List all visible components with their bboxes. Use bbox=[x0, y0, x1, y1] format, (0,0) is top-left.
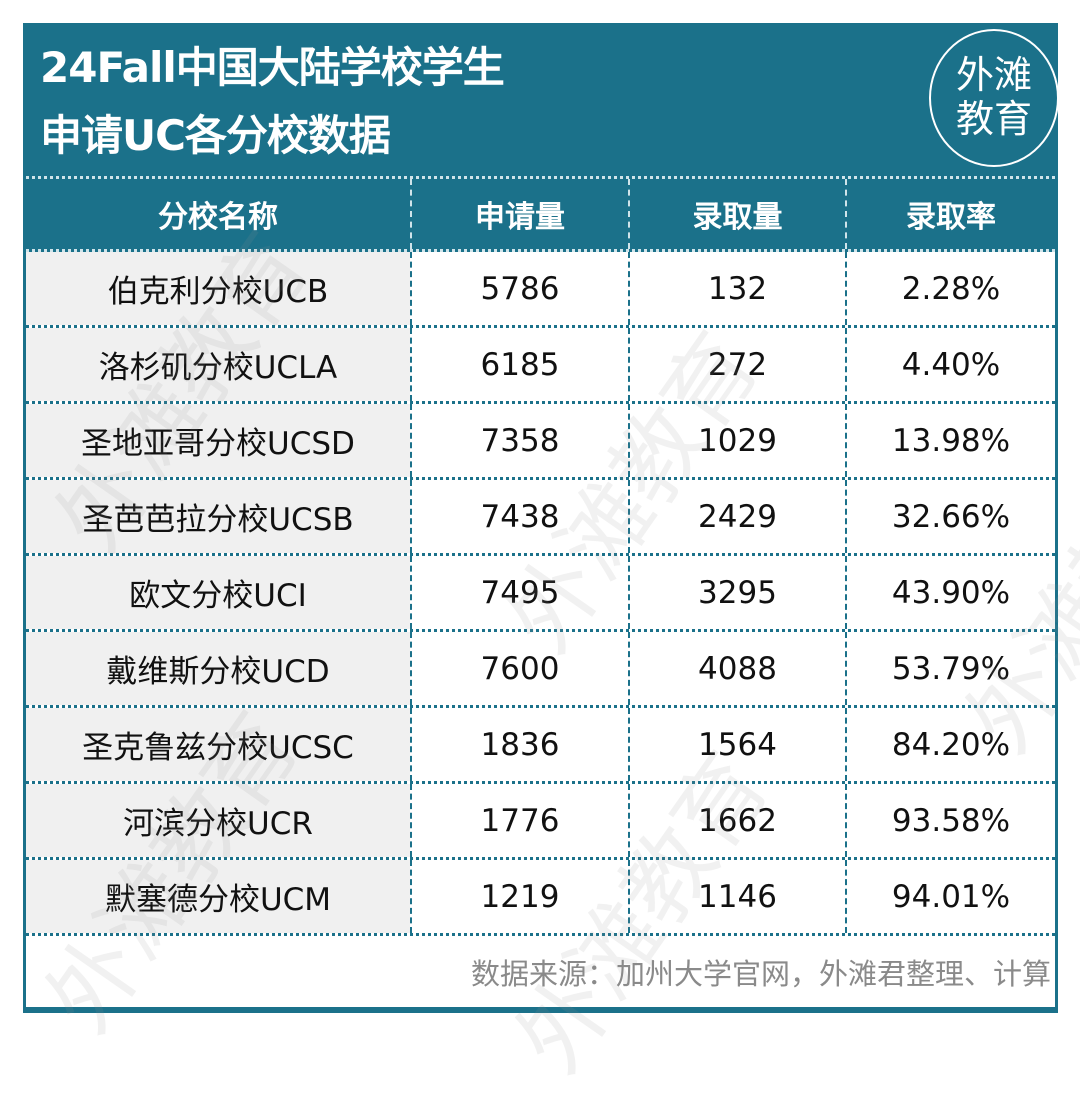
admits-cell: 3295 bbox=[628, 556, 845, 629]
column-header: 录取率 bbox=[845, 179, 1055, 249]
admits-cell: 1029 bbox=[628, 404, 845, 477]
admit-rate-cell: 53.79% bbox=[845, 632, 1055, 705]
column-header: 录取量 bbox=[628, 179, 845, 249]
school-name-cell: 河滨分校UCR bbox=[26, 784, 410, 857]
logo-line-1: 外滩 bbox=[955, 53, 1032, 97]
applications-cell: 7495 bbox=[410, 556, 628, 629]
school-name-cell: 默塞德分校UCM bbox=[26, 860, 410, 933]
applications-cell: 1219 bbox=[410, 860, 628, 933]
logo-line-2: 教育 bbox=[955, 97, 1032, 141]
source-note: 数据来源：加州大学官网，外滩君整理、计算 bbox=[470, 957, 1051, 991]
school-name-cell: 圣芭芭拉分校UCSB bbox=[26, 480, 410, 553]
table-row: 洛杉矶分校UCLA 6185 272 4.40% bbox=[26, 328, 1055, 404]
admit-rate-cell: 13.98% bbox=[845, 404, 1055, 477]
table-row: 圣芭芭拉分校UCSB 7438 2429 32.66% bbox=[26, 480, 1055, 556]
table-row: 欧文分校UCI 7495 3295 43.90% bbox=[26, 556, 1055, 632]
table-row: 伯克利分校UCB 5786 132 2.28% bbox=[26, 252, 1055, 328]
admit-rate-cell: 93.58% bbox=[845, 784, 1055, 857]
applications-cell: 7600 bbox=[410, 632, 628, 705]
table-row: 河滨分校UCR 1776 1662 93.58% bbox=[26, 784, 1055, 860]
column-header: 分校名称 bbox=[158, 200, 278, 235]
admits-cell: 1564 bbox=[628, 708, 845, 781]
admit-rate-cell: 2.28% bbox=[845, 252, 1055, 325]
admits-cell: 4088 bbox=[628, 632, 845, 705]
admits-cell: 2429 bbox=[628, 480, 845, 553]
admit-rate-cell: 84.20% bbox=[845, 708, 1055, 781]
admits-cell: 132 bbox=[628, 252, 845, 325]
table-row: 默塞德分校UCM 1219 1146 94.01% bbox=[26, 860, 1055, 936]
school-name-cell: 伯克利分校UCB bbox=[26, 252, 410, 325]
infographic-frame: 24Fall中国大陆学校学生 申请UC各分校数据 外滩 教育 分校名称 申请量 录取… bbox=[23, 23, 1080, 1090]
applications-cell: 1776 bbox=[410, 784, 628, 857]
school-name-cell: 戴维斯分校UCD bbox=[26, 632, 410, 705]
header-banner: 24Fall中国大陆学校学生 申请UC各分校数据 外滩 教育 bbox=[26, 23, 1059, 176]
applications-cell: 7438 bbox=[410, 480, 628, 553]
title-line-2: 申请UC各分校数据 bbox=[40, 111, 391, 160]
school-name-cell: 欧文分校UCI bbox=[26, 556, 410, 629]
admits-cell: 1146 bbox=[628, 860, 845, 933]
school-name-cell: 圣地亚哥分校UCSD bbox=[26, 404, 410, 477]
table-row: 圣克鲁兹分校UCSC 1836 1564 84.20% bbox=[26, 708, 1055, 784]
title-line-1: 24Fall中国大陆学校学生 bbox=[40, 43, 505, 92]
data-table: 分校名称 申请量 录取量 录取率 伯克利分校UCB 5786 132 2.28% 洛杉矶分校UC… bbox=[26, 176, 1055, 936]
school-name-cell: 洛杉矶分校UCLA bbox=[26, 328, 410, 401]
admits-cell: 272 bbox=[628, 328, 845, 401]
admit-rate-cell: 94.01% bbox=[845, 860, 1055, 933]
table-row: 戴维斯分校UCD 7600 4088 53.79% bbox=[26, 632, 1055, 708]
applications-cell: 7358 bbox=[410, 404, 628, 477]
applications-cell: 5786 bbox=[410, 252, 628, 325]
applications-cell: 1836 bbox=[410, 708, 628, 781]
school-name-cell: 圣克鲁兹分校UCSC bbox=[26, 708, 410, 781]
admit-rate-cell: 4.40% bbox=[845, 328, 1055, 401]
admits-cell: 1662 bbox=[628, 784, 845, 857]
applications-cell: 6185 bbox=[410, 328, 628, 401]
table-row: 圣地亚哥分校UCSD 7358 1029 13.98% bbox=[26, 404, 1055, 480]
brand-logo: 外滩 教育 bbox=[929, 29, 1059, 167]
table-header-row: 分校名称 申请量 录取量 录取率 bbox=[26, 176, 1055, 252]
admit-rate-cell: 43.90% bbox=[845, 556, 1055, 629]
admit-rate-cell: 32.66% bbox=[845, 480, 1055, 553]
column-header: 申请量 bbox=[410, 179, 628, 249]
